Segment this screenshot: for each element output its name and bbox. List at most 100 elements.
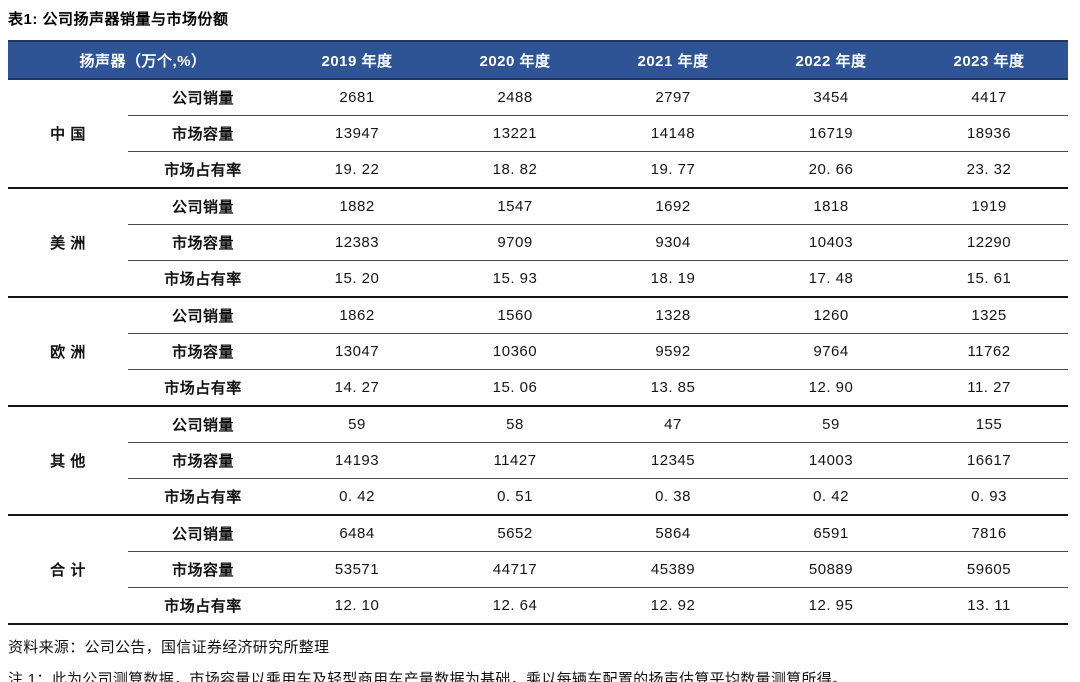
table-row: 市场占有率 14. 27 15. 06 13. 85 12. 90 11. 27 <box>8 369 1069 406</box>
value-cell: 14193 <box>278 442 437 479</box>
value-cell: 0. 51 <box>436 478 595 515</box>
value-cell: 20. 66 <box>752 151 911 188</box>
value-cell: 12. 10 <box>278 587 437 624</box>
metric-cell: 公司销量 <box>128 187 279 225</box>
value-cell: 11762 <box>910 333 1069 370</box>
value-cell: 1818 <box>752 187 911 225</box>
value-cell: 0. 42 <box>752 478 911 515</box>
value-cell: 15. 06 <box>436 369 595 406</box>
value-cell: 9764 <box>752 333 911 370</box>
value-cell: 14003 <box>752 442 911 479</box>
table-row: 市场占有率 12. 10 12. 64 12. 92 12. 95 13. 11 <box>8 587 1069 624</box>
metric-cell: 公司销量 <box>128 296 279 334</box>
value-cell: 59605 <box>910 551 1069 588</box>
region-cell: 中 国 <box>50 126 86 143</box>
region-cell: 其 他 <box>8 405 128 515</box>
metric-cell: 市场容量 <box>128 551 279 588</box>
value-cell: 59 <box>278 405 437 443</box>
value-cell: 12. 64 <box>436 587 595 624</box>
footnote-1: 注 1：此为公司测算数据，市场容量以乘用车及轻型商用车产量数据为基础，乘以每辆车… <box>8 671 848 682</box>
value-cell: 3454 <box>813 89 849 106</box>
metric-cell: 公司销量 <box>172 90 235 107</box>
value-cell: 9304 <box>594 224 753 261</box>
value-cell: 5864 <box>594 514 753 552</box>
value-cell: 10360 <box>436 333 595 370</box>
table-row: 美 洲公司销量 1882 1547 1692 1818 1919 <box>8 187 1069 297</box>
value-cell: 18936 <box>910 115 1069 152</box>
table-row: 市场容量 14193 11427 12345 14003 16617 <box>8 442 1069 479</box>
value-cell: 2797 <box>655 89 691 106</box>
column-header-2021: 2021 年度 <box>594 40 753 80</box>
table-row: 市场容量 12383 9709 9304 10403 12290 <box>8 224 1069 261</box>
table-footnotes: 资料来源：公司公告，国信证券经济研究所整理 注 1：此为公司测算数据，市场容量以… <box>8 638 1068 682</box>
region-cell: 美 洲 <box>8 187 128 297</box>
value-cell: 5652 <box>436 514 595 552</box>
value-cell: 15. 61 <box>910 260 1069 297</box>
value-cell: 0. 93 <box>910 478 1069 515</box>
value-cell: 45389 <box>594 551 753 588</box>
value-cell: 0. 42 <box>278 478 437 515</box>
value-cell: 16617 <box>910 442 1069 479</box>
value-cell: 7816 <box>910 514 1069 552</box>
value-cell: 12. 95 <box>752 587 911 624</box>
value-cell: 9709 <box>436 224 595 261</box>
value-cell: 1328 <box>594 296 753 334</box>
column-header-2022: 2022 年度 <box>752 40 911 80</box>
value-cell: 12. 90 <box>752 369 911 406</box>
value-cell: 1547 <box>436 187 595 225</box>
value-cell: 11. 27 <box>910 369 1069 406</box>
value-cell: 50889 <box>752 551 911 588</box>
value-cell: 53571 <box>278 551 437 588</box>
metric-cell: 市场占有率 <box>128 478 279 515</box>
header-row: 扬声器（万个,%） 2019 年度 2020 年度 2021 年度 2022 年… <box>8 40 1069 80</box>
value-cell: 1560 <box>436 296 595 334</box>
metric-cell: 市场容量 <box>128 442 279 479</box>
value-cell: 14. 27 <box>278 369 437 406</box>
value-cell: 2488 <box>497 89 533 106</box>
value-cell: 1919 <box>910 187 1069 225</box>
table-row: 市场占有率 15. 20 15. 93 18. 19 17. 48 15. 61 <box>8 260 1069 297</box>
metric-cell: 市场占有率 <box>128 151 279 188</box>
value-cell: 1325 <box>910 296 1069 334</box>
value-cell: 12345 <box>594 442 753 479</box>
value-cell: 18. 82 <box>436 151 595 188</box>
value-cell: 13947 <box>278 115 437 152</box>
value-cell: 13047 <box>278 333 437 370</box>
value-cell: 1882 <box>278 187 437 225</box>
value-cell: 1862 <box>278 296 437 334</box>
metric-cell: 市场占有率 <box>128 587 279 624</box>
value-cell: 2681 <box>339 89 375 106</box>
value-cell: 1260 <box>752 296 911 334</box>
column-header-speaker: 扬声器（万个,%） <box>8 40 279 80</box>
value-cell: 13221 <box>436 115 595 152</box>
value-cell: 0. 38 <box>594 478 753 515</box>
value-cell: 9592 <box>594 333 753 370</box>
metric-cell: 公司销量 <box>128 405 279 443</box>
value-cell: 16719 <box>752 115 911 152</box>
value-cell: 23. 32 <box>910 151 1069 188</box>
table-row: 市场占有率 0. 42 0. 51 0. 38 0. 42 0. 93 <box>8 478 1069 515</box>
table-row: 市场容量 13947 13221 14148 16719 18936 <box>8 115 1069 152</box>
value-cell: 17. 48 <box>752 260 911 297</box>
metric-cell: 市场容量 <box>128 333 279 370</box>
table-row: 其 他公司销量 59 58 47 59 155 <box>8 405 1069 515</box>
value-cell: 12290 <box>910 224 1069 261</box>
speaker-sales-table: 扬声器（万个,%） 2019 年度 2020 年度 2021 年度 2022 年… <box>8 40 1069 625</box>
column-header-2023: 2023 年度 <box>910 40 1069 80</box>
value-cell: 6484 <box>278 514 437 552</box>
region-cell: 欧 洲 <box>8 296 128 406</box>
value-cell: 18. 19 <box>594 260 753 297</box>
table-row: 合 计公司销量 6484 5652 5864 6591 7816 <box>8 514 1069 624</box>
value-cell: 11427 <box>436 442 595 479</box>
value-cell: 12. 92 <box>594 587 753 624</box>
metric-cell: 市场容量 <box>128 224 279 261</box>
value-cell: 10403 <box>752 224 911 261</box>
region-cell: 合 计 <box>8 514 128 624</box>
value-cell: 59 <box>752 405 911 443</box>
metric-cell: 市场容量 <box>128 115 279 152</box>
metric-cell: 市场占有率 <box>128 260 279 297</box>
table-row: 市场占有率 19. 22 18. 82 19. 77 20. 66 23. 32 <box>8 151 1069 188</box>
value-cell: 1692 <box>594 187 753 225</box>
value-cell: 15. 20 <box>278 260 437 297</box>
